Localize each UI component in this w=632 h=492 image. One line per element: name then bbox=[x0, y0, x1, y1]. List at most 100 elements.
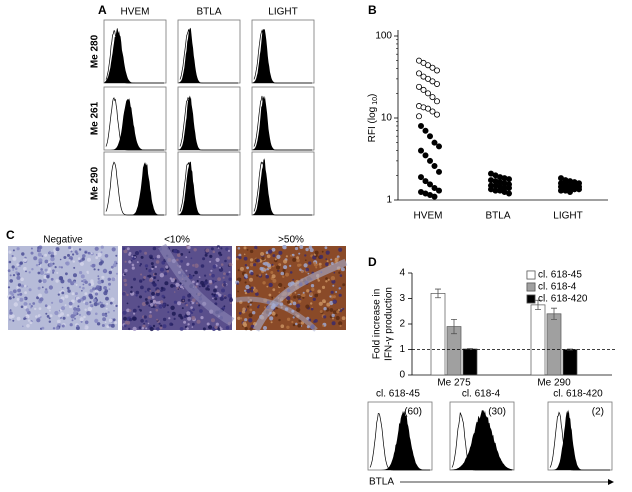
micrograph-cell bbox=[249, 303, 252, 306]
micrograph-cell bbox=[155, 260, 160, 264]
micrograph-cell bbox=[202, 257, 206, 261]
micrograph-cell bbox=[87, 252, 90, 254]
micrograph-cell bbox=[115, 254, 118, 257]
micrograph-cell bbox=[269, 316, 274, 321]
micrograph-cell bbox=[104, 312, 108, 315]
micrograph-cell bbox=[166, 270, 170, 273]
data-point bbox=[422, 152, 429, 159]
data-point bbox=[576, 186, 583, 193]
micrograph-cell bbox=[159, 326, 163, 330]
micrograph-cell bbox=[276, 254, 281, 259]
micrograph-cell bbox=[277, 269, 280, 272]
micrograph-cell bbox=[101, 275, 105, 279]
micrograph-cell bbox=[285, 272, 289, 277]
micrograph-cell bbox=[266, 285, 269, 288]
micrograph-cell bbox=[37, 248, 42, 253]
micrograph-cell bbox=[25, 308, 30, 312]
bar bbox=[462, 348, 478, 376]
micrograph-cell bbox=[249, 262, 254, 267]
micrograph-cell bbox=[302, 296, 305, 299]
micrograph-cell bbox=[83, 301, 86, 304]
micrograph-cell bbox=[204, 253, 208, 257]
micrograph-cell bbox=[27, 319, 31, 322]
micrograph-cell bbox=[76, 307, 81, 312]
micrograph-cell bbox=[27, 310, 31, 315]
micrograph-cell bbox=[152, 257, 154, 260]
micrograph-cell bbox=[238, 253, 242, 257]
micrograph-cell bbox=[84, 320, 89, 325]
micrograph-cell bbox=[148, 304, 151, 307]
micrograph-cell bbox=[156, 254, 161, 259]
micrograph-cell bbox=[164, 281, 169, 286]
y-axis-label-part: RFI (log bbox=[367, 107, 378, 143]
micrograph-cell bbox=[223, 305, 226, 308]
micrograph-cell bbox=[93, 302, 98, 307]
micrograph-cell bbox=[335, 291, 338, 293]
micrograph-cell bbox=[186, 263, 189, 266]
legend-label: cl. 618-4 bbox=[538, 282, 577, 293]
micrograph-cell bbox=[141, 326, 145, 330]
data-point bbox=[433, 111, 440, 118]
data-point bbox=[420, 86, 427, 93]
micrograph-cell bbox=[282, 268, 286, 272]
micrograph-cell bbox=[132, 326, 137, 331]
micrograph-cell bbox=[110, 268, 113, 271]
micrograph-cell bbox=[68, 301, 73, 306]
micrograph-cell bbox=[44, 304, 48, 308]
micrograph-cell bbox=[124, 320, 129, 325]
micrograph-cell bbox=[9, 274, 12, 277]
micrograph-cell bbox=[25, 314, 30, 319]
micrograph-cell bbox=[134, 256, 137, 258]
micrograph-cell bbox=[138, 249, 142, 253]
micrograph-cell bbox=[250, 271, 254, 276]
micrograph-cell bbox=[212, 264, 217, 269]
x-tick-label: BTLA bbox=[485, 211, 510, 222]
micrograph-cell bbox=[153, 276, 156, 279]
micrograph-cell bbox=[151, 267, 154, 270]
histogram-filled bbox=[178, 95, 240, 150]
micrograph-cell bbox=[217, 277, 222, 281]
micrograph-cell bbox=[7, 269, 11, 273]
micrograph-cell bbox=[100, 245, 104, 249]
micrograph-cell bbox=[191, 326, 194, 328]
micrograph-cell bbox=[313, 261, 317, 265]
micrograph-cell bbox=[99, 301, 102, 304]
micrograph-cell bbox=[227, 293, 232, 298]
micrograph-cell bbox=[152, 246, 157, 251]
data-point bbox=[426, 157, 433, 164]
micrograph-cell bbox=[278, 250, 283, 255]
micrograph-cell bbox=[114, 321, 118, 325]
micrograph-cell bbox=[37, 271, 41, 275]
micrograph-cell bbox=[38, 263, 40, 266]
micrograph-cell bbox=[223, 283, 227, 287]
micrograph-cell bbox=[194, 270, 198, 275]
micrograph-cell bbox=[325, 250, 330, 255]
micrograph-cell bbox=[321, 250, 324, 253]
micrograph-cell bbox=[330, 258, 333, 261]
micrograph-cell bbox=[16, 316, 21, 321]
micrograph-cell bbox=[151, 295, 155, 299]
micrograph-cell bbox=[244, 281, 247, 284]
micrograph-cell bbox=[192, 280, 195, 284]
micrograph-cell bbox=[48, 267, 51, 271]
micrograph-cell bbox=[187, 275, 189, 278]
micrograph-cell bbox=[175, 282, 180, 287]
micrograph-cell bbox=[140, 255, 144, 259]
micrograph-cell bbox=[115, 272, 118, 275]
micrograph-cell bbox=[23, 305, 28, 309]
micrograph-cell bbox=[152, 282, 157, 287]
micrograph-cell bbox=[297, 323, 302, 328]
micrograph-cell bbox=[319, 265, 322, 269]
micrograph-cell bbox=[187, 316, 192, 321]
micrograph-cell bbox=[256, 274, 259, 277]
micrograph-cell bbox=[110, 323, 115, 328]
micrograph-cell bbox=[331, 321, 336, 326]
micrograph-cell bbox=[139, 279, 143, 283]
micrograph-cell bbox=[28, 271, 31, 274]
micrograph-cell bbox=[289, 302, 292, 306]
micrograph-cell bbox=[50, 254, 55, 258]
data-point bbox=[433, 67, 440, 74]
micrograph-cell bbox=[295, 322, 298, 326]
micrograph-cell bbox=[48, 250, 51, 253]
micrograph-cell bbox=[104, 314, 108, 318]
